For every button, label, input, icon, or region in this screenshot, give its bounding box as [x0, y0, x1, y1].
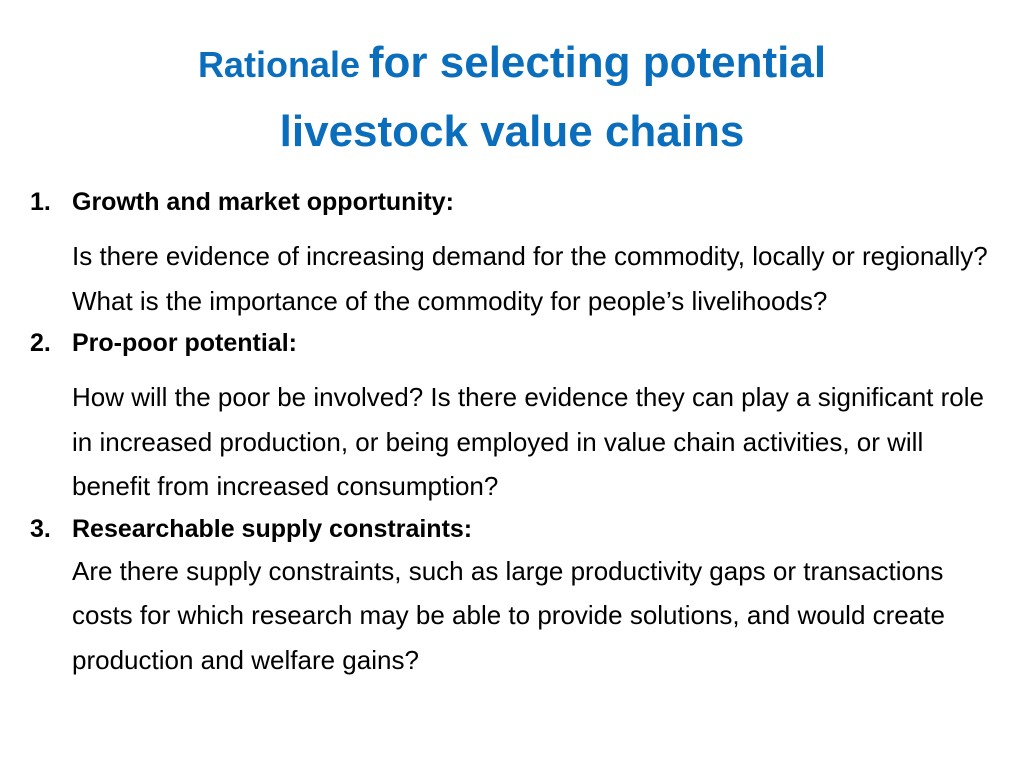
criterion-heading-row: 3. Researchable supply constraints: — [30, 509, 1005, 549]
criterion-description: How will the poor be involved? Is there … — [72, 382, 984, 501]
title-part-value-chains: livestock value chains — [279, 107, 745, 156]
title-part-rationale: Rationale — [197, 44, 360, 85]
criterion-heading-row: 1. Growth and market opportunity: — [30, 182, 1005, 222]
criterion-heading-row: 2. Pro-poor potential: — [30, 323, 1005, 363]
title-part-selecting: for selecting potential — [368, 38, 827, 87]
criterion-description: Are there supply constraints, such as la… — [72, 555, 945, 675]
criterion-description: Is there evidence of increasing demand f… — [72, 241, 988, 316]
criterion-growth-market: 1. Growth and market opportunity: Is the… — [30, 182, 1005, 323]
criterion-heading: Growth and market opportunity: — [72, 188, 454, 216]
criterion-heading: Researchable supply constraints: — [72, 514, 473, 543]
criterion-heading: Pro-poor potential: — [72, 329, 297, 357]
criterion-number: 1. — [30, 188, 51, 216]
criterion-supply-constraints: 3. Researchable supply constraints: Are … — [30, 509, 1005, 683]
criterion-pro-poor: 2. Pro-poor potential: How will the poor… — [30, 323, 1005, 509]
criteria-list: 1. Growth and market opportunity: Is the… — [30, 182, 1005, 682]
criterion-number: 2. — [30, 329, 51, 357]
criterion-number: 3. — [30, 514, 51, 543]
slide-title: Rationale for selecting potential livest… — [0, 30, 1024, 168]
